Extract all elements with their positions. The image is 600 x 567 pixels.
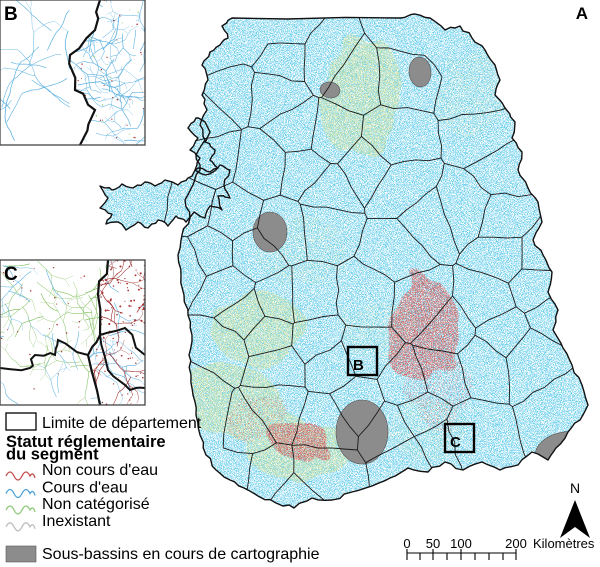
svg-text:50: 50 bbox=[426, 536, 440, 551]
svg-text:0: 0 bbox=[403, 536, 410, 551]
svg-text:Cours d'eau: Cours d'eau bbox=[42, 480, 128, 497]
svg-text:A: A bbox=[576, 4, 588, 23]
svg-text:Inexistant: Inexistant bbox=[42, 513, 111, 530]
svg-text:Kilomètres: Kilomètres bbox=[533, 536, 595, 551]
svg-text:C: C bbox=[450, 434, 461, 451]
svg-text:B: B bbox=[4, 4, 18, 25]
svg-text:Non catégorisé: Non catégorisé bbox=[42, 496, 150, 513]
svg-text:Sous-bassins en cours de carto: Sous-bassins en cours de cartographie bbox=[42, 546, 320, 563]
svg-text:Limite de département: Limite de département bbox=[42, 415, 202, 432]
svg-text:B: B bbox=[353, 357, 364, 374]
svg-text:N: N bbox=[570, 480, 580, 496]
svg-text:100: 100 bbox=[450, 536, 472, 551]
svg-text:Non cours d'eau: Non cours d'eau bbox=[42, 462, 158, 479]
svg-text:du segment: du segment bbox=[6, 446, 99, 464]
svg-text:C: C bbox=[4, 264, 18, 285]
svg-text:200: 200 bbox=[505, 536, 527, 551]
